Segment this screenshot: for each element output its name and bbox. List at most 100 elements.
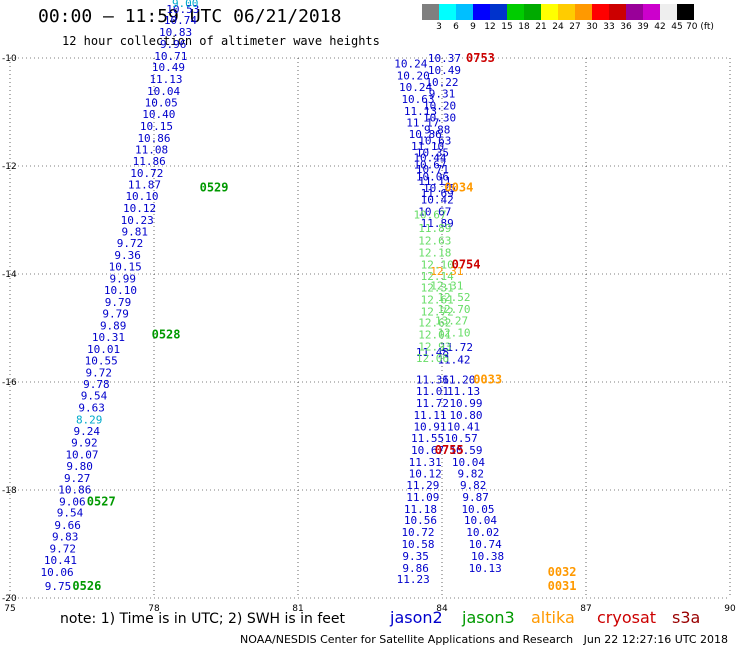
colorbar-swatch xyxy=(609,4,626,20)
pass-time-label: 0031 xyxy=(548,579,577,593)
data-label-jason2: 10.05 xyxy=(145,96,178,109)
data-label-jason2: 11.89 xyxy=(421,217,454,230)
data-label-jason2: 10.04 xyxy=(452,456,485,469)
data-label-jason2: 10.12 xyxy=(123,202,156,215)
y-tick-label: -14 xyxy=(2,270,17,280)
colorbar-swatch xyxy=(439,4,456,20)
x-tick-label: 90 xyxy=(724,604,736,614)
data-label-jason2: 9.72 xyxy=(50,542,77,555)
data-label-jason2: 10.23 xyxy=(121,214,154,227)
colorbar-label: 39 xyxy=(637,22,649,32)
pass-time-label: 0753 xyxy=(466,51,495,65)
data-label-jason2: 10.37 xyxy=(428,52,461,65)
data-label-jason3: 12.70 xyxy=(437,303,470,316)
data-label-jason2: 10.04 xyxy=(464,514,497,527)
data-label-jason2: 10.31 xyxy=(92,331,125,344)
colorbar-swatch xyxy=(456,4,473,20)
data-label-jason2: 10.86 xyxy=(58,483,91,496)
legend-item-jason3: jason3 xyxy=(462,608,515,627)
colorbar-swatch xyxy=(422,4,439,20)
legend-item-altika: altika xyxy=(531,608,575,627)
data-label-jason2: 11.13 xyxy=(149,73,182,86)
data-label-jason2: 10.67 xyxy=(418,205,451,218)
data-label-jason2: 10.83 xyxy=(159,26,192,39)
colorbar-label: 45 xyxy=(671,22,683,32)
data-label-jason2: 9.06 xyxy=(59,495,86,508)
colorbar-swatch xyxy=(626,4,643,20)
pass-time-label: 0528 xyxy=(152,327,181,341)
colorbar-label: 9 xyxy=(470,22,476,32)
colorbar-label: 21 xyxy=(535,22,547,32)
data-label-jason3: 12.18 xyxy=(418,246,451,259)
colorbar-label: 70 (ft) xyxy=(686,22,714,32)
data-label-jason2: 10.42 xyxy=(421,193,454,206)
data-label-jason2: 11.48 xyxy=(416,346,449,359)
data-label-jason2: 10.24 xyxy=(399,81,432,94)
data-label-jason3: 12.10 xyxy=(437,326,470,339)
colorbar-swatch xyxy=(677,4,694,20)
data-label-jason2: 10.63 xyxy=(401,93,434,106)
data-label-jason2: 11.42 xyxy=(437,353,470,366)
legend-item-jason2: jason2 xyxy=(390,608,443,627)
data-label-jason3: 12.14 xyxy=(421,270,454,283)
data-label-jason2: 9.54 xyxy=(57,507,84,520)
data-label-jason2: 10.06 xyxy=(416,170,449,183)
data-label-jason2: 10.40 xyxy=(142,108,175,121)
data-label-jason2: 10.72 xyxy=(130,167,163,180)
data-label-jason2: 10.01 xyxy=(87,343,120,356)
data-label-jason2: 11.31 xyxy=(409,456,442,469)
data-label-jason3: 10.67 xyxy=(413,209,446,222)
data-label-jason2: 9.99 xyxy=(110,272,137,285)
data-label-jason2: 10.04 xyxy=(147,85,180,98)
data-label-jason2: 10.02 xyxy=(466,526,499,539)
data-label-jason2: 10.44 xyxy=(413,151,446,164)
data-label-jason2: 10.71 xyxy=(416,163,449,176)
data-label-jason2: 9.80 xyxy=(66,460,93,473)
data-label-jason2: 9.72 xyxy=(86,366,113,379)
pass-time-label: 0754 xyxy=(452,257,481,271)
data-label-jason3: 12.61 xyxy=(421,293,454,306)
pass-time-label: 0032 xyxy=(548,565,577,579)
data-label-jason2: 9.96 xyxy=(160,38,187,51)
data-label-jason3: 12.72 xyxy=(421,305,454,318)
data-label-jason2: 10.25 xyxy=(423,182,456,195)
data-label-jason2: 9.66 xyxy=(54,519,81,532)
data-label-jason2: 10.80 xyxy=(449,409,482,422)
data-label-jason2: 10.13 xyxy=(469,562,502,575)
data-label-jason3: 12.62 xyxy=(418,317,451,330)
data-label-jason2: 11.87 xyxy=(128,178,161,191)
data-label-jason2: 9.27 xyxy=(64,472,91,485)
data-label-jason2: 10.63 xyxy=(418,135,451,148)
data-label-jason2: 10.15 xyxy=(109,260,142,273)
colorbar-label: 6 xyxy=(453,22,459,32)
pass-time-label: 0033 xyxy=(473,372,502,386)
data-label-jason2: 10.06 xyxy=(40,566,73,579)
colorbar-swatch xyxy=(490,4,507,20)
data-label-jason2: 11.29 xyxy=(406,479,439,492)
data-label-jason2: 10.49 xyxy=(152,61,185,74)
x-tick-label: 78 xyxy=(148,604,160,614)
data-label-jason2: 11.55 xyxy=(411,432,444,445)
colorbar-swatch xyxy=(558,4,575,20)
data-label-jason2: 9.36 xyxy=(114,249,141,262)
data-label-jason3: 12.31 xyxy=(430,279,463,292)
data-label-jason2: 9.87 xyxy=(462,491,489,504)
data-label-jason2: 10.74 xyxy=(469,538,502,551)
data-label-jason2-low: 8.29 xyxy=(76,413,103,426)
data-label-jason3: 11.89 xyxy=(418,222,451,235)
data-label-jason2: 10.86 xyxy=(409,128,442,141)
data-label-jason2: 9.82 xyxy=(458,467,485,480)
colorbar-label: 36 xyxy=(620,22,632,32)
data-label-jason2: 11.20 xyxy=(442,373,475,386)
data-label-jason2: 9.35 xyxy=(402,550,429,563)
data-label-jason2: 10.55 xyxy=(85,354,118,367)
data-label-jason2: 9.89 xyxy=(100,319,127,332)
colorbar-swatch xyxy=(524,4,541,20)
data-label-jason2: 10.05 xyxy=(461,503,494,516)
data-label-jason3: 12.10 xyxy=(421,258,454,271)
data-label-jason2: 10.41 xyxy=(447,420,480,433)
data-label-jason2: 9.79 xyxy=(102,307,129,320)
data-label-jason2: 11.01 xyxy=(416,385,449,398)
data-label-jason2: 9.79 xyxy=(105,296,132,309)
